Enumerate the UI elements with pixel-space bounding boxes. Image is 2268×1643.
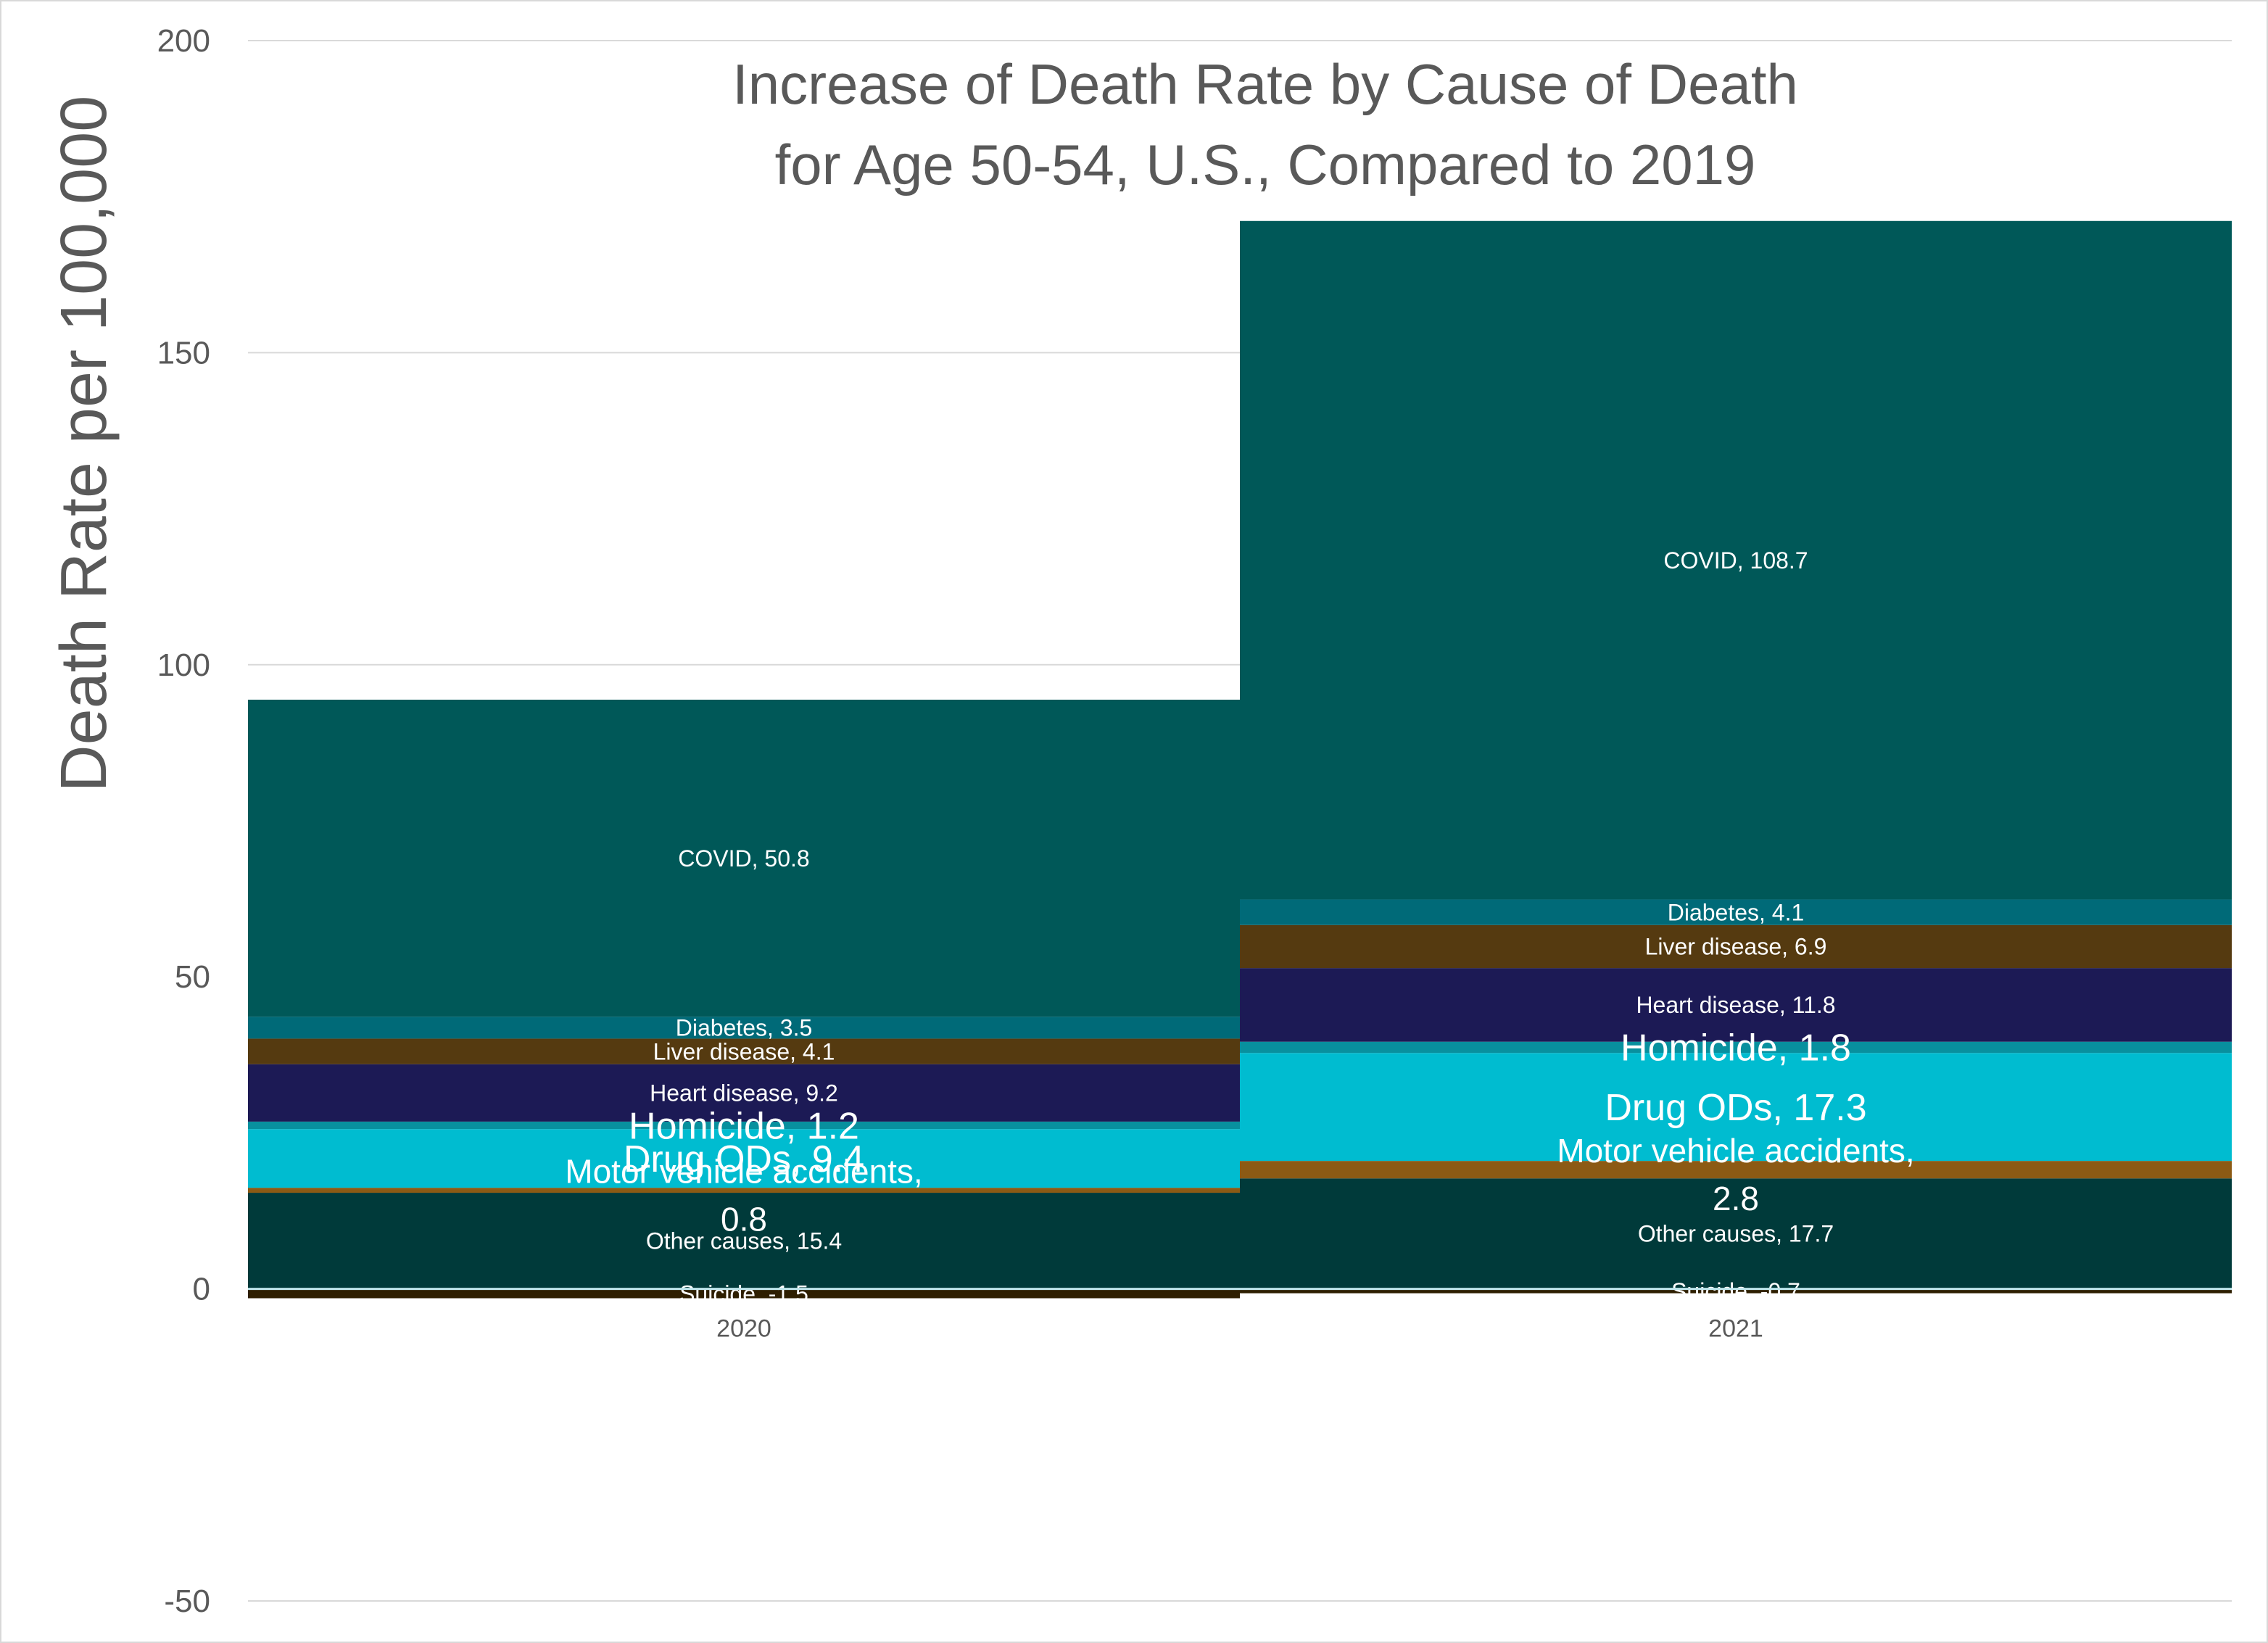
data-label: Drug ODs, 17.3	[1605, 1087, 1866, 1129]
bars	[248, 220, 2232, 1299]
y-tick-label: 100	[157, 647, 210, 683]
data-label: Other causes, 15.4	[646, 1228, 842, 1254]
data-label: Heart disease, 9.2	[650, 1080, 838, 1106]
data-label: Diabetes, 4.1	[1668, 899, 1805, 925]
bar-segment	[1240, 1178, 2232, 1289]
bar-segment	[1240, 1288, 2232, 1294]
y-tick-label: -50	[164, 1584, 210, 1619]
bar-segment	[248, 1017, 1240, 1039]
chart-title: Increase of Death Rate by Cause of Death…	[732, 52, 1798, 196]
data-label: Homicide, 1.2	[629, 1105, 859, 1147]
data-label: Suicide, -1.5	[679, 1280, 808, 1307]
bar-segment	[1240, 1161, 2232, 1179]
data-label: Liver disease, 4.1	[653, 1038, 835, 1064]
x-tick-label: 2020	[716, 1315, 771, 1343]
data-label: Other causes, 17.7	[1638, 1221, 1834, 1247]
data-label: Drug ODs, 9.4	[624, 1138, 864, 1180]
y-tick-label: 200	[157, 23, 210, 59]
chart-title-line-1: Increase of Death Rate by Cause of Death	[732, 52, 1798, 116]
data-label: Suicide, -0.7	[1671, 1278, 1800, 1304]
y-tick-label: 50	[175, 959, 210, 995]
bar-segment	[248, 1064, 1240, 1122]
bar-segment	[248, 1288, 1240, 1299]
y-tick-label: 0	[193, 1272, 210, 1307]
y-tick-label: 150	[157, 335, 210, 371]
chart-title-line-2: for Age 50-54, U.S., Compared to 2019	[775, 133, 1756, 196]
bar-segment	[248, 1129, 1240, 1188]
bar-segment	[248, 1188, 1240, 1193]
x-axis-ticks: 2020 2021	[716, 1315, 1763, 1343]
bar-segment	[248, 1038, 1240, 1064]
bar-segment	[1240, 924, 2232, 969]
bar-segment	[248, 1193, 1240, 1289]
y-axis-ticks: -50 0 50 100 150 200	[157, 23, 210, 1619]
bar-segment	[1240, 1041, 2232, 1054]
data-label: COVID, 50.8	[678, 845, 809, 872]
bar-segment	[248, 1121, 1240, 1130]
data-label: Homicide, 1.8	[1621, 1027, 1851, 1069]
y-axis-label: Death Rate per 100,000	[48, 96, 120, 792]
data-label: Diabetes, 3.5	[676, 1015, 813, 1041]
x-tick-label: 2021	[1708, 1315, 1763, 1343]
bar-segment	[1240, 220, 2232, 900]
data-label: Motor vehicle accidents, 0.8	[565, 1153, 922, 1238]
data-label: Liver disease, 6.9	[1645, 934, 1827, 960]
data-label: COVID, 108.7	[1663, 547, 1808, 574]
data-label: Motor vehicle accidents, 2.8	[1557, 1132, 1914, 1217]
bar-segment	[1240, 968, 2232, 1042]
bar-segment	[1240, 899, 2232, 925]
data-label: Heart disease, 11.8	[1636, 992, 1835, 1018]
bar-segment	[248, 700, 1240, 1017]
bar-segment	[1240, 1053, 2232, 1162]
